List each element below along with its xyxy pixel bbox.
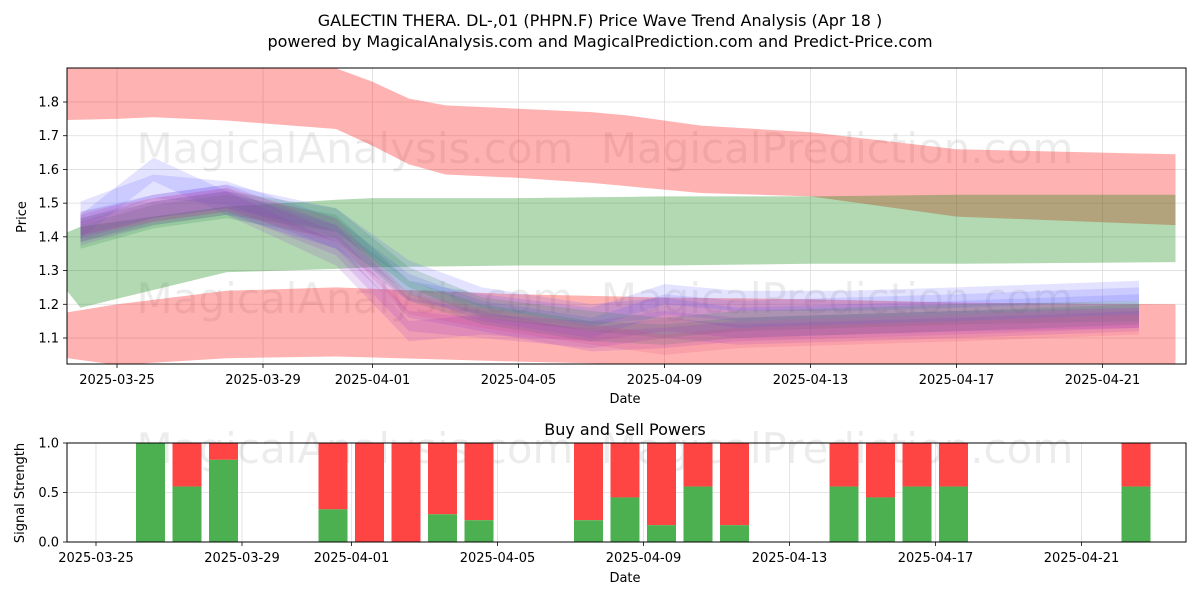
wave-band-2 xyxy=(80,157,1139,328)
watermark-text: MagicalAnalysis.com xyxy=(137,124,574,173)
bottom-x-tick-label: 2025-04-05 xyxy=(460,551,536,566)
top-y-tick-label: 1.2 xyxy=(38,298,59,313)
buy-bar xyxy=(574,520,603,542)
wave-band-7 xyxy=(80,184,1139,352)
red-band-0 xyxy=(67,68,1176,226)
sell-bar xyxy=(866,443,895,498)
top-y-tick-label: 1.5 xyxy=(38,197,59,212)
wave-band-4 xyxy=(80,194,1139,345)
bottom-y-tick-label: 0.0 xyxy=(38,536,59,551)
wave-band-0 xyxy=(80,184,1139,328)
top-x-tick-label: 2025-04-17 xyxy=(919,373,995,388)
bottom-x-tick-label: 2025-04-09 xyxy=(606,551,682,566)
wave-band-8 xyxy=(80,188,1139,355)
sell-bar xyxy=(939,443,968,487)
top-x-tick-label: 2025-04-09 xyxy=(627,373,703,388)
chart-title: GALECTIN THERA. DL-,01 (PHPN.F) Price Wa… xyxy=(318,11,882,30)
bottom-x-tick-label: 2025-04-01 xyxy=(314,551,390,566)
bottom-x-axis-label: Date xyxy=(609,571,640,586)
wave-band-6 xyxy=(80,191,1139,342)
top-plot-frame xyxy=(66,67,1187,365)
buy-bar xyxy=(1121,486,1151,542)
buy-bar xyxy=(428,514,457,542)
bottom-chart-title: Buy and Sell Powers xyxy=(544,420,706,439)
buy-bar xyxy=(136,443,165,542)
buy-bar xyxy=(902,486,932,542)
price-wave-plot: 2025-03-25 2025-03-29 2025-04-01 2025-04-05… xyxy=(38,67,1187,388)
watermark-text: MagicalPrediction.com xyxy=(601,124,1074,173)
top-y-axis-label: Price xyxy=(15,201,30,233)
sell-bar xyxy=(574,443,603,521)
buy-bar xyxy=(610,497,640,542)
bottom-y-tick-label: 1.0 xyxy=(38,437,59,452)
top-y-tick-label: 1.3 xyxy=(38,264,59,279)
bottom-x-tick-label: 2025-04-13 xyxy=(752,551,828,566)
sell-bar xyxy=(610,443,640,498)
buy-bar xyxy=(866,497,895,542)
watermark-text: MagicalAnalysis.com xyxy=(137,274,574,323)
buy-bar xyxy=(829,486,859,542)
sell-bar xyxy=(209,443,238,460)
bottom-x-tick-label: 2025-04-17 xyxy=(898,551,974,566)
sell-bar xyxy=(464,443,494,521)
top-x-tick-label: 2025-04-21 xyxy=(1065,373,1141,388)
bottom-plot-frame xyxy=(66,442,1187,543)
buy-bar xyxy=(720,525,749,542)
green-band-1 xyxy=(67,194,1176,308)
sell-bar xyxy=(391,443,421,542)
top-x-tick-label: 2025-04-05 xyxy=(481,373,557,388)
top-x-tick-label: 2025-04-13 xyxy=(773,373,849,388)
red-band-2 xyxy=(67,287,1176,364)
top-y-tick-label: 1.6 xyxy=(38,163,59,178)
buy-bar xyxy=(318,509,348,542)
wave-band-5 xyxy=(80,188,1139,349)
buy-bar xyxy=(647,525,676,542)
sell-bar xyxy=(1121,443,1151,487)
sell-bar xyxy=(720,443,749,526)
sell-bar xyxy=(683,443,713,487)
sell-bar xyxy=(829,443,859,487)
sell-bar xyxy=(647,443,676,526)
sell-bar xyxy=(428,443,457,515)
buy-bar xyxy=(172,486,202,542)
bottom-y-tick-label: 0.5 xyxy=(38,486,59,501)
top-y-tick-label: 1.7 xyxy=(38,129,59,144)
top-y-tick-label: 1.8 xyxy=(38,96,59,111)
bottom-x-tick-label: 2025-03-25 xyxy=(58,551,134,566)
wave-band-1 xyxy=(80,174,1139,338)
buy-bar xyxy=(209,459,238,542)
top-x-tick-label: 2025-04-01 xyxy=(335,373,411,388)
buy-bar xyxy=(939,486,968,542)
sell-bar xyxy=(355,443,384,542)
wave-band-3 xyxy=(80,191,1139,338)
bottom-x-tick-label: 2025-04-21 xyxy=(1044,551,1120,566)
buy-bar xyxy=(683,486,713,542)
chart-subtitle: powered by MagicalAnalysis.com and Magic… xyxy=(267,32,932,51)
watermark-text: MagicalPrediction.com xyxy=(601,274,1074,323)
top-x-tick-label: 2025-03-29 xyxy=(225,373,301,388)
sell-bar xyxy=(318,443,348,510)
buy-bar xyxy=(464,520,494,542)
top-x-tick-label: 2025-03-25 xyxy=(79,373,155,388)
top-x-axis-label: Date xyxy=(609,392,640,407)
sell-bar xyxy=(172,443,202,487)
buy-sell-plot: 2025-03-25 2025-03-29 2025-04-01 2025-04-05… xyxy=(38,424,1187,566)
bottom-x-tick-label: 2025-03-29 xyxy=(204,551,280,566)
sell-bar xyxy=(902,443,932,487)
top-y-tick-label: 1.4 xyxy=(38,230,59,245)
top-plot-area xyxy=(67,68,1176,364)
top-y-tick-label: 1.1 xyxy=(38,332,59,347)
bottom-y-axis-label: Signal Strength xyxy=(13,443,28,543)
